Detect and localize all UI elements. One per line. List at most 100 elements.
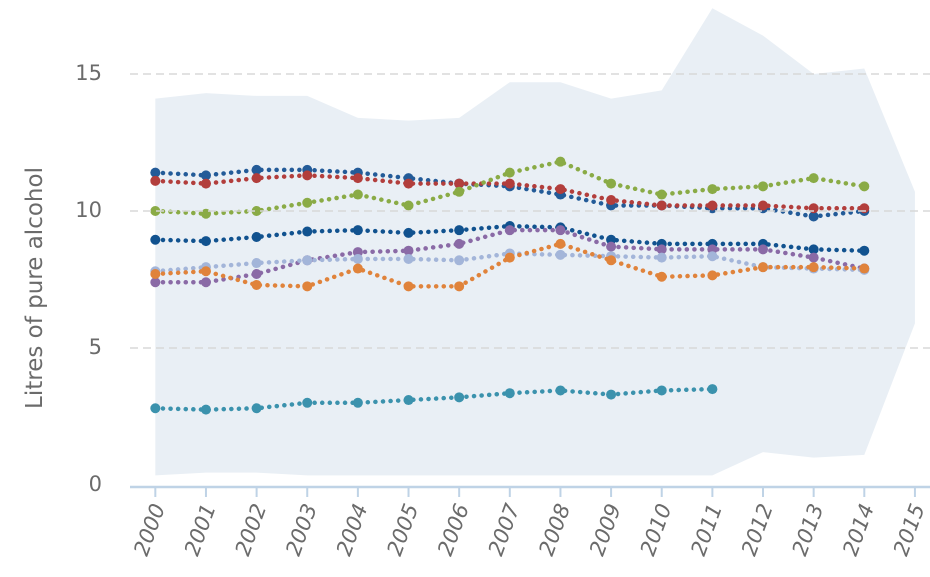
data-point [656,200,667,211]
data-point [352,225,363,236]
confidence-band [155,8,915,476]
data-point [251,269,262,280]
series-line [153,227,867,285]
plot-area [150,8,915,476]
data-point [707,384,718,395]
x-tick-label: 2011 [686,501,727,559]
data-point [454,255,465,266]
data-point [454,392,465,403]
data-point [454,225,465,236]
data-point [454,281,465,292]
data-point [352,397,363,408]
data-point [454,238,465,249]
data-point [808,211,819,222]
data-point [251,205,262,216]
data-point [555,238,566,249]
x-tick-label: 2013 [788,501,829,559]
data-point [555,249,566,260]
x-tick-label: 2000 [129,501,170,559]
y-axis-label: Litres of pure alcohol [22,167,48,409]
x-tick-label: 2008 [534,501,575,559]
data-point [251,279,262,290]
data-point [200,236,211,247]
data-point [555,225,566,236]
data-point [504,167,515,178]
data-point [504,388,515,399]
data-point [808,262,819,273]
data-point [352,189,363,200]
data-point [555,385,566,396]
data-point [150,167,161,178]
y-tick-label: 5 [89,335,102,359]
data-point [403,395,414,406]
data-point [403,178,414,189]
data-point [707,270,718,281]
data-point [656,189,667,200]
data-point [859,203,870,214]
data-point [150,205,161,216]
x-tick-label: 2006 [433,501,474,559]
data-point [859,245,870,256]
data-point [251,164,262,175]
data-point [454,178,465,189]
data-point [758,244,769,255]
data-point [403,253,414,264]
data-point [251,232,262,243]
data-point [200,277,211,288]
data-point [656,271,667,282]
data-point [758,262,769,273]
data-point [150,269,161,280]
data-point [454,186,465,197]
data-point [352,253,363,264]
data-point [656,385,667,396]
data-point [758,181,769,192]
x-tick-label: 2012 [737,501,778,559]
data-point [150,175,161,186]
data-point [707,251,718,262]
x-tick-label: 2005 [382,501,423,559]
data-point [707,184,718,195]
data-point [403,245,414,256]
data-point [656,244,667,255]
data-point [150,234,161,245]
data-point [200,170,211,181]
data-point [352,173,363,184]
data-point [403,200,414,211]
y-tick-label: 10 [75,198,102,222]
x-tick-label: 2009 [585,501,626,559]
x-tick-label: 2010 [636,501,677,559]
data-point [656,252,667,263]
x-tick-label: 2004 [332,501,373,559]
y-tick-label: 0 [89,472,102,496]
data-point [707,244,718,255]
data-point [504,178,515,189]
data-point [606,234,617,245]
data-point [555,156,566,167]
data-point [302,255,313,266]
data-point [606,389,617,400]
data-point [606,241,617,252]
data-point [403,227,414,238]
data-point [150,277,161,288]
data-point [251,258,262,269]
data-point [200,178,211,189]
data-point [302,226,313,237]
data-point [758,200,769,211]
data-point [555,184,566,195]
data-point [606,195,617,206]
series-line [153,241,867,289]
data-point [302,281,313,292]
data-point [808,244,819,255]
x-tick-label: 2003 [281,501,322,559]
data-point [859,263,870,274]
data-point [200,208,211,219]
data-point [808,173,819,184]
data-point [808,252,819,263]
data-point [251,173,262,184]
data-point [707,200,718,211]
data-point [403,281,414,292]
series-line [153,159,867,216]
x-tick-label: 2015 [889,501,930,559]
data-point [504,225,515,236]
data-point [606,178,617,189]
